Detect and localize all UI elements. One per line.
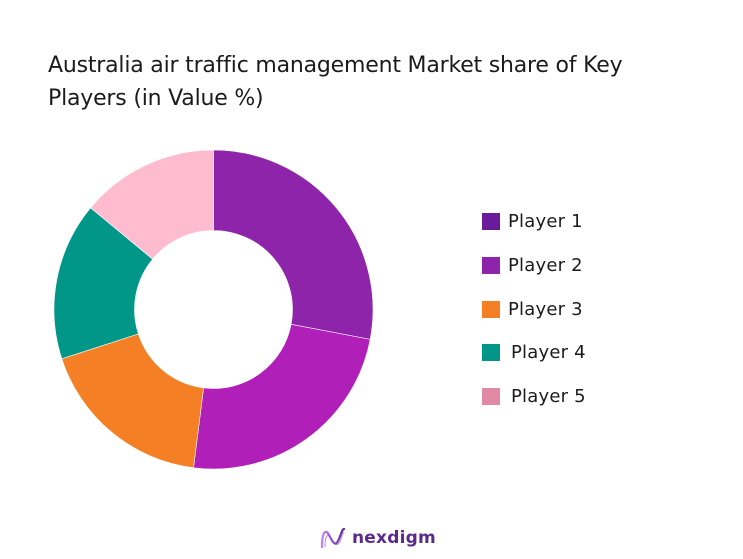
donut-slice-player-5 [90, 149, 214, 260]
legend-item-player-5: Player 5 [482, 385, 586, 407]
legend-label: Player 1 [508, 210, 583, 232]
chart-title-line-2: Players (in Value %) [48, 86, 264, 111]
legend-swatch [482, 256, 500, 274]
legend-item-player-3: Player 3 [482, 298, 583, 320]
legend-label: Player 3 [508, 298, 583, 320]
legend-label: Player 2 [508, 254, 583, 276]
donut-slice-player-4 [53, 207, 154, 360]
legend-swatch [482, 300, 500, 318]
nexdigm-logo-text: nexdigm [352, 528, 436, 548]
nexdigm-logo: nexdigm [320, 527, 436, 549]
chart-title: Australia air traffic management Market … [48, 49, 738, 115]
legend-item-player-1: Player 1 [482, 210, 583, 232]
donut-slice-player-2 [193, 323, 371, 470]
chart-title-line-1: Australia air traffic management Market … [48, 53, 623, 78]
donut-slice-player-3 [61, 333, 204, 469]
legend-swatch [482, 387, 500, 405]
legend-swatch [482, 343, 500, 361]
donut-slice-player-1 [213, 149, 374, 340]
legend-label: Player 4 [511, 341, 586, 363]
legend-label: Player 5 [511, 385, 586, 407]
nexdigm-wave-icon [320, 527, 346, 549]
legend-item-player-2: Player 2 [482, 254, 583, 276]
legend-swatch [482, 212, 500, 230]
legend-item-player-4: Player 4 [482, 341, 586, 363]
